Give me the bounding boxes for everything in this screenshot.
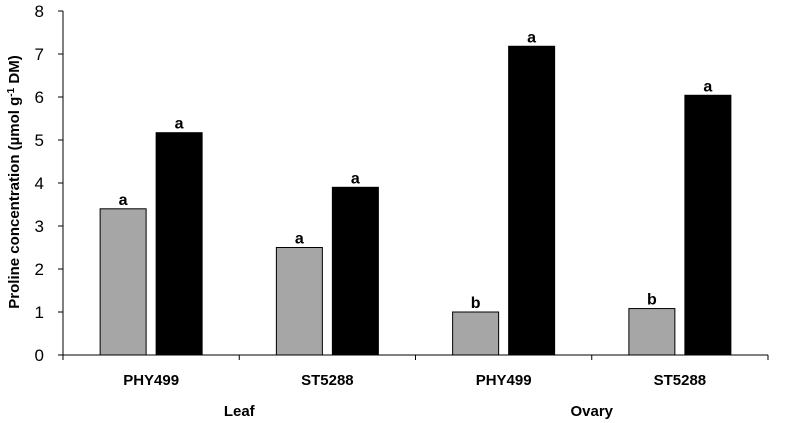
- bar-black: [155, 132, 203, 356]
- y-axis-title: Proline concentration (µmol g-1 DM): [6, 55, 24, 308]
- y-tick-label: 5: [35, 131, 44, 150]
- x-tick-label: PHY499: [123, 372, 179, 389]
- bar-letter-label: b: [647, 292, 657, 309]
- bar-grey: [99, 208, 147, 356]
- x-axis: PHY499 ST5288 PHY499 ST5288 Leaf Ovary: [62, 354, 769, 420]
- bar-black: [508, 45, 556, 356]
- y-tick-label: 1: [35, 303, 44, 322]
- y-tick-label: 4: [35, 174, 44, 193]
- bar-letter-label: a: [527, 29, 536, 46]
- bar-letter-label: a: [295, 231, 304, 248]
- y-axis-title-end: DM): [6, 55, 23, 88]
- y-tick-label: 8: [35, 2, 44, 21]
- bar-grey: [452, 311, 500, 356]
- y-axis-title-main: Proline concentration (µmol g: [6, 97, 23, 309]
- bar-letter-label: b: [471, 295, 481, 312]
- bars: a a a a b a b a: [99, 29, 732, 356]
- y-tick-label: 2: [35, 260, 44, 279]
- y-tick-label: 3: [35, 217, 44, 236]
- y-tick-label: 0: [35, 346, 44, 365]
- x-tick-label: PHY499: [476, 372, 532, 389]
- x-tick-label: ST5288: [654, 372, 707, 389]
- bar-black: [331, 186, 379, 356]
- y-tick-label: 6: [35, 88, 44, 107]
- group-label: Leaf: [224, 403, 256, 420]
- bar-letter-label: a: [119, 192, 128, 209]
- x-tick-label: ST5288: [301, 372, 354, 389]
- y-axis-title-sup: -1: [6, 87, 17, 96]
- y-tick-label: 7: [35, 45, 44, 64]
- bar-letter-label: a: [351, 170, 360, 187]
- bar-grey: [628, 308, 676, 356]
- bar-letter-label: a: [175, 116, 184, 133]
- bar-grey: [275, 247, 323, 356]
- y-axis: 0 1 2 3 4 5 6 7 8: [35, 2, 64, 365]
- group-label: Ovary: [570, 403, 613, 420]
- bar-black: [684, 94, 732, 356]
- bar-letter-label: a: [703, 78, 712, 95]
